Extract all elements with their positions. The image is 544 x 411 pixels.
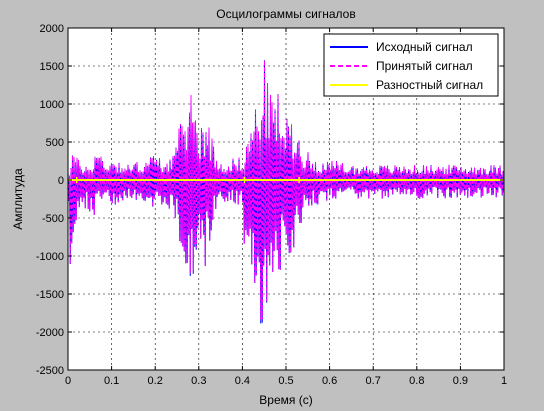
y-tick-label: 500 bbox=[46, 137, 64, 149]
x-tick-label: 0.4 bbox=[235, 375, 250, 387]
series-received-signal bbox=[67, 60, 505, 320]
y-tick-label: -2000 bbox=[36, 327, 64, 339]
x-tick-label: 0.7 bbox=[366, 375, 381, 387]
legend: Исходный сигнал Принятый сигнал Разностн… bbox=[323, 33, 499, 97]
legend-label-source: Исходный сигнал bbox=[376, 40, 473, 54]
y-tick-label: 0 bbox=[58, 175, 64, 187]
y-tick-label: 1000 bbox=[40, 99, 64, 111]
y-tick-label: 1500 bbox=[40, 61, 64, 73]
legend-label-difference: Разностный сигнал bbox=[376, 78, 483, 92]
legend-label-received: Принятый сигнал bbox=[376, 59, 473, 73]
x-tick-label: 0.8 bbox=[409, 375, 424, 387]
x-tick-label: 0.5 bbox=[278, 375, 293, 387]
x-tick-label: 1 bbox=[501, 375, 507, 387]
chart-title: Осцилограммы сигналов bbox=[216, 7, 355, 21]
x-axis-label: Время (с) bbox=[259, 393, 312, 407]
y-tick-label: -500 bbox=[42, 213, 64, 225]
x-tick-label: 0.9 bbox=[453, 375, 468, 387]
x-tick-label: 0.3 bbox=[191, 375, 206, 387]
y-tick-label: -2500 bbox=[36, 365, 64, 377]
y-tick-label: -1000 bbox=[36, 251, 64, 263]
y-tick-label: -1500 bbox=[36, 289, 64, 301]
x-tick-label: 0.6 bbox=[322, 375, 337, 387]
x-tick-label: 0.1 bbox=[104, 375, 119, 387]
y-axis-label: Амплитуда bbox=[11, 168, 25, 230]
x-tick-label: 0 bbox=[65, 375, 71, 387]
y-tick-label: 2000 bbox=[40, 23, 64, 35]
x-tick-label: 0.2 bbox=[148, 375, 163, 387]
ticks: 0 0.1 0.2 0.3 0.4 0.5 0.6 0.7 0.8 0.9 1 -2500 -2000 -… bbox=[36, 23, 507, 387]
series-layer bbox=[67, 60, 505, 324]
